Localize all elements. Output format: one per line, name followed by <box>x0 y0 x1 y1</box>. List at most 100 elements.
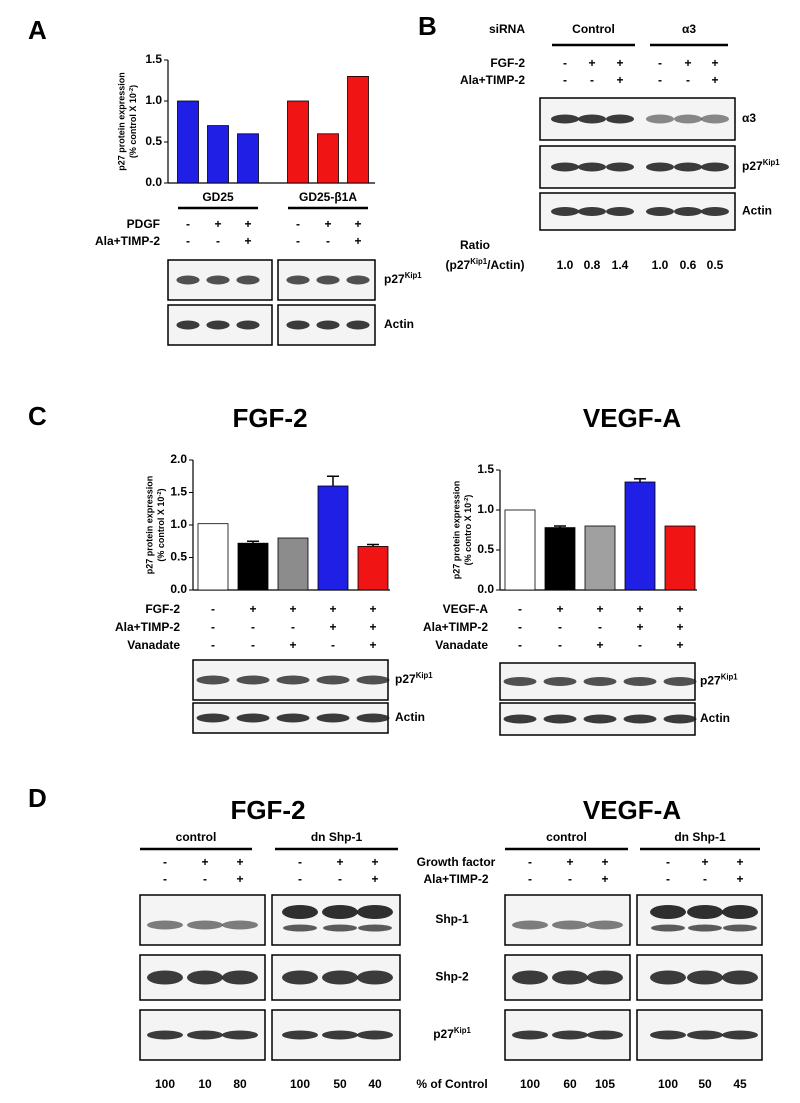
blot-band <box>650 1030 686 1040</box>
blot-label: p27Kip1 <box>742 158 780 174</box>
treatment-sign: + <box>711 56 718 70</box>
blot-band <box>282 970 318 985</box>
y-tick-label: 0.0 <box>477 582 494 596</box>
treatment-sign: + <box>244 217 251 231</box>
blot-band <box>651 924 685 932</box>
blot-band <box>587 970 623 985</box>
bar <box>317 485 349 591</box>
blot-band <box>578 114 606 124</box>
treatment-sign: + <box>329 620 336 634</box>
blot-band <box>147 1030 183 1040</box>
chart-title: VEGF-A <box>583 403 681 433</box>
text-part: Actin <box>395 710 425 724</box>
bar <box>237 133 259 184</box>
treatment-sign: + <box>201 855 208 869</box>
treatment-sign: - <box>296 217 300 231</box>
treatment-sign: - <box>528 855 532 869</box>
blot-band <box>316 320 340 330</box>
treatment-sign: + <box>616 56 623 70</box>
superscript: Kip1 <box>416 671 434 680</box>
blot-band <box>322 905 358 919</box>
treatment-sign: + <box>636 620 643 634</box>
blot-band <box>723 924 757 932</box>
percent-value: 50 <box>698 1077 712 1091</box>
blot-band <box>646 162 674 172</box>
blot-band <box>688 924 722 932</box>
treatment-sign: - <box>251 620 255 634</box>
y-axis-label: p27 protein expression <box>144 476 154 575</box>
treatment-sign: - <box>291 620 295 634</box>
blot-label: Shp-1 <box>435 912 469 926</box>
superscript: Kip1 <box>763 158 781 167</box>
blot-frame <box>636 894 763 946</box>
superscript: Kip1 <box>721 672 739 681</box>
superscript: Kip1 <box>405 271 423 280</box>
superscript: -2 <box>157 491 163 497</box>
treatment-sign: + <box>289 602 296 616</box>
blot-band <box>646 114 674 124</box>
blot-band <box>587 1030 623 1040</box>
blot-band <box>283 924 317 932</box>
percent-label: % of Control <box>416 1077 487 1091</box>
percent-value: 100 <box>520 1077 540 1091</box>
y-tick-label: 1.0 <box>145 93 162 107</box>
blot-band <box>322 1030 358 1040</box>
y-axis-label: p27 protein expression <box>116 72 126 171</box>
header-label: siRNA <box>489 22 525 36</box>
ratio-value: 1.4 <box>612 258 629 272</box>
blot-band <box>222 1030 258 1040</box>
blot-band <box>587 920 623 930</box>
blot-label: Actin <box>700 711 730 725</box>
treatment-sign: - <box>558 638 562 652</box>
blot-band <box>578 162 606 172</box>
blot-band <box>552 970 588 985</box>
text-part: p27 <box>742 159 763 173</box>
blot-band <box>722 970 758 985</box>
panel-letter: C <box>28 401 47 431</box>
treatment-sign: + <box>684 56 691 70</box>
percent-value: 10 <box>198 1077 212 1091</box>
blot-frame <box>271 894 401 946</box>
treatment-sign: + <box>616 73 623 87</box>
y-tick-label: 0.5 <box>477 542 494 556</box>
ratio-value: 1.0 <box>557 258 574 272</box>
superscript: -2 <box>129 87 135 93</box>
blot-band <box>650 970 686 985</box>
blot-label: p27Kip1 <box>384 271 422 287</box>
treatment-sign: - <box>568 872 572 886</box>
blot-band <box>583 714 617 724</box>
blot-band <box>206 275 230 285</box>
group-label: α3 <box>682 22 696 36</box>
blot-band <box>316 275 340 285</box>
treatment-label: Ala+TIMP-2 <box>423 620 488 634</box>
blot-band <box>316 713 350 723</box>
treatment-sign: + <box>249 602 256 616</box>
blot-band <box>663 714 697 724</box>
treatment-sign: + <box>596 602 603 616</box>
treatment-sign: + <box>636 602 643 616</box>
treatment-sign: - <box>528 872 532 886</box>
blot-band <box>503 714 537 724</box>
blot-band <box>503 677 537 686</box>
group-label: Control <box>572 22 615 36</box>
blot-band <box>187 1030 223 1040</box>
y-tick-label: 2.0 <box>170 452 187 466</box>
treatment-label: Ala+TIMP-2 <box>460 73 525 87</box>
treatment-sign: - <box>211 638 215 652</box>
text-part: ) <box>156 488 166 491</box>
treatment-sign: + <box>369 620 376 634</box>
blot-frame <box>504 894 631 946</box>
blot-band <box>346 320 370 330</box>
bar <box>664 525 696 591</box>
panel-letter: A <box>28 15 47 45</box>
blot-band <box>646 207 674 216</box>
blot-band <box>551 207 579 216</box>
group-label: control <box>546 830 587 844</box>
text-part: ) <box>463 495 473 498</box>
blot-label: p27Kip1 <box>395 671 433 687</box>
blot-label: Actin <box>395 710 425 724</box>
percent-value: 105 <box>595 1077 615 1091</box>
blot-band <box>346 275 370 285</box>
blot-band <box>623 714 657 724</box>
